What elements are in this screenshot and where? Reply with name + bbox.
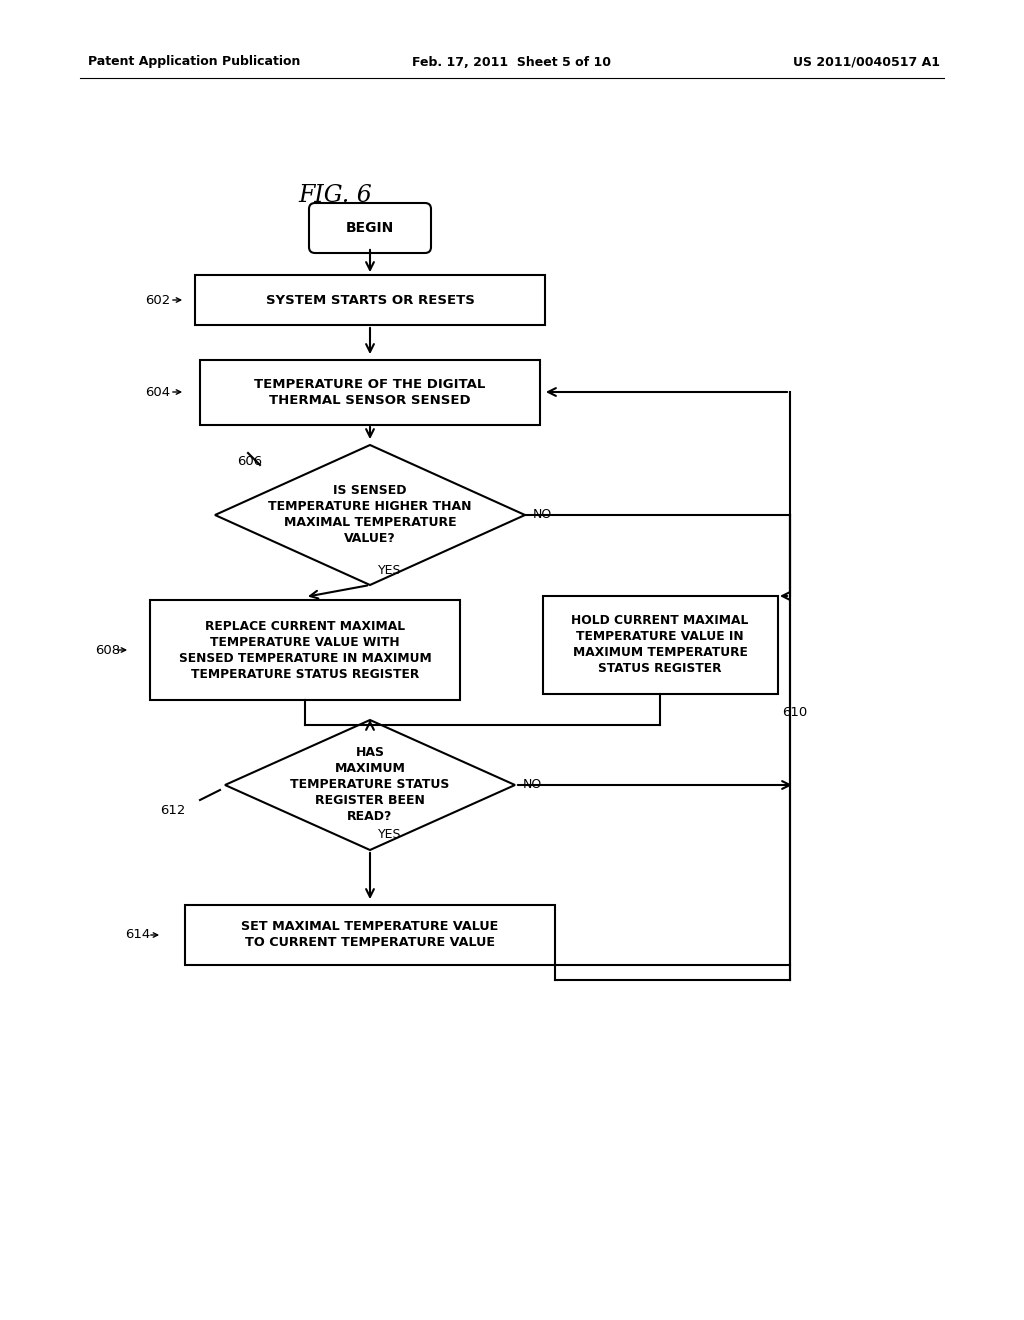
Text: 604: 604 — [144, 385, 170, 399]
Text: SET MAXIMAL TEMPERATURE VALUE
TO CURRENT TEMPERATURE VALUE: SET MAXIMAL TEMPERATURE VALUE TO CURRENT… — [242, 920, 499, 949]
Text: 614: 614 — [125, 928, 150, 941]
Bar — [543, 597, 777, 694]
Text: YES: YES — [378, 829, 401, 842]
Text: US 2011/0040517 A1: US 2011/0040517 A1 — [793, 55, 940, 69]
Text: NO: NO — [523, 779, 543, 792]
Text: Feb. 17, 2011  Sheet 5 of 10: Feb. 17, 2011 Sheet 5 of 10 — [413, 55, 611, 69]
Text: 608: 608 — [95, 644, 120, 656]
Bar — [185, 906, 555, 965]
Text: 612: 612 — [160, 804, 185, 817]
Bar — [195, 275, 545, 325]
Text: IS SENSED
TEMPERATURE HIGHER THAN
MAXIMAL TEMPERATURE
VALUE?: IS SENSED TEMPERATURE HIGHER THAN MAXIMA… — [268, 484, 472, 545]
Polygon shape — [215, 445, 525, 585]
Text: FIG. 6: FIG. 6 — [298, 183, 372, 206]
Text: BEGIN: BEGIN — [346, 220, 394, 235]
Bar — [150, 601, 460, 700]
Text: REPLACE CURRENT MAXIMAL
TEMPERATURE VALUE WITH
SENSED TEMPERATURE IN MAXIMUM
TEM: REPLACE CURRENT MAXIMAL TEMPERATURE VALU… — [178, 619, 431, 681]
Text: HOLD CURRENT MAXIMAL
TEMPERATURE VALUE IN
MAXIMUM TEMPERATURE
STATUS REGISTER: HOLD CURRENT MAXIMAL TEMPERATURE VALUE I… — [571, 615, 749, 676]
FancyBboxPatch shape — [309, 203, 431, 253]
Text: 610: 610 — [782, 705, 807, 718]
Text: 602: 602 — [144, 293, 170, 306]
Text: NO: NO — [534, 508, 552, 521]
Polygon shape — [225, 719, 515, 850]
Text: 606: 606 — [237, 455, 262, 469]
Text: SYSTEM STARTS OR RESETS: SYSTEM STARTS OR RESETS — [265, 293, 474, 306]
Text: TEMPERATURE OF THE DIGITAL
THERMAL SENSOR SENSED: TEMPERATURE OF THE DIGITAL THERMAL SENSO… — [254, 378, 485, 407]
Bar — [200, 359, 540, 425]
Text: Patent Application Publication: Patent Application Publication — [88, 55, 300, 69]
Text: HAS
MAXIMUM
TEMPERATURE STATUS
REGISTER BEEN
READ?: HAS MAXIMUM TEMPERATURE STATUS REGISTER … — [291, 747, 450, 824]
Text: YES: YES — [378, 564, 401, 577]
